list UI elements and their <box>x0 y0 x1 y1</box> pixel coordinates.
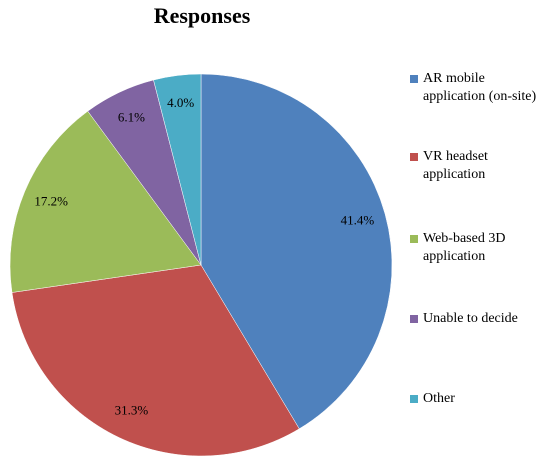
legend-label: VR headset application <box>423 149 488 182</box>
legend-entry: Other <box>410 390 545 408</box>
pie-slice <box>9 110 202 293</box>
legend-entry: Unable to decide <box>410 310 545 328</box>
legend-label: AR mobile application (on-site) <box>423 71 537 104</box>
data-label: 4.0% <box>167 95 194 110</box>
legend-label: Other <box>423 391 455 406</box>
legend-swatch <box>410 75 418 83</box>
legend-entry: VR headset application <box>410 148 545 184</box>
legend-swatch <box>410 395 418 403</box>
pie-slice <box>153 73 202 266</box>
pie-slice <box>200 73 393 430</box>
legend-label: Unable to decide <box>423 311 518 326</box>
legend-swatch <box>410 153 418 161</box>
legend-label: Web-based 3D application <box>423 231 506 264</box>
data-label: 17.2% <box>34 193 68 208</box>
pie-slice <box>11 264 300 457</box>
legend-swatch <box>410 315 418 323</box>
data-label: 31.3% <box>115 403 149 418</box>
legend-entry: Web-based 3D application <box>410 230 545 266</box>
data-label: 41.4% <box>341 213 375 228</box>
legend-entry: AR mobile application (on-site) <box>410 70 545 106</box>
legend-swatch <box>410 235 418 243</box>
data-label: 6.1% <box>118 109 145 124</box>
chart-title: Responses <box>154 3 251 28</box>
